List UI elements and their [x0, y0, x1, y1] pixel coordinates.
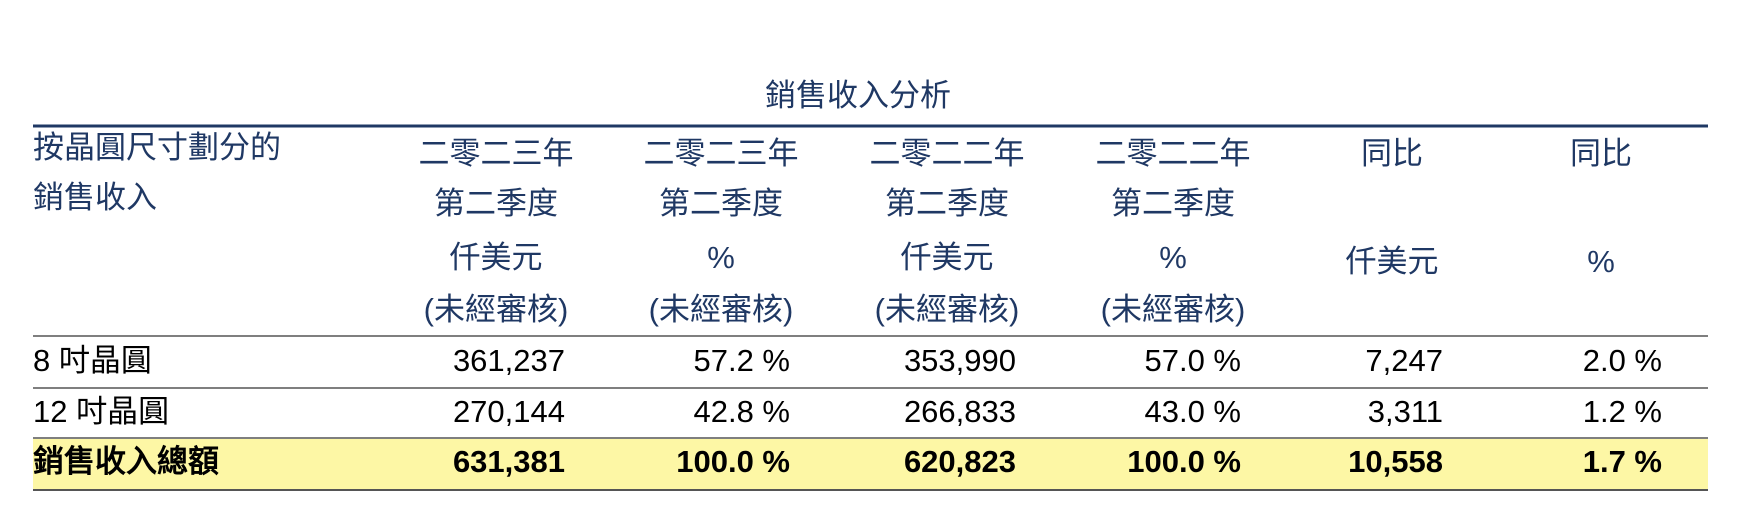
cell-value: 100.0 %	[676, 444, 790, 479]
header-label: (未經審核)	[875, 292, 1020, 327]
header-label: 第二季度	[434, 186, 558, 221]
header-label: (未經審核)	[424, 292, 569, 327]
total-row-highlight	[33, 439, 1708, 490]
cell-value: 631,381	[453, 444, 565, 479]
cell-value: 353,990	[904, 343, 1016, 378]
cell-value: 7,247	[1365, 343, 1443, 378]
cell-value: 1.7 %	[1583, 444, 1662, 479]
header-label: 二零二二年	[870, 136, 1025, 171]
header-label: 按晶圓尺寸劃分的	[33, 130, 281, 165]
cell-value: 361,237	[453, 343, 565, 378]
header-label: 第二季度	[659, 186, 783, 221]
header-label: 仟美元	[901, 240, 994, 275]
header-label: 二零二三年	[419, 136, 574, 171]
cell-value: 2.0 %	[1583, 343, 1662, 378]
header-label: 同比	[1570, 136, 1632, 171]
cell-value: 10,558	[1348, 444, 1443, 479]
header-label: %	[707, 240, 735, 275]
header-label: (未經審核)	[649, 292, 794, 327]
table-title: 銷售收入分析	[765, 78, 951, 113]
cell-value: 620,823	[904, 444, 1016, 479]
header-label: (未經審核)	[1101, 292, 1246, 327]
header-label: %	[1159, 240, 1187, 275]
header-label: %	[1587, 244, 1615, 279]
header-label: 二零二二年	[1096, 136, 1251, 171]
cell-value: 1.2 %	[1583, 394, 1662, 429]
cell-value: 270,144	[453, 394, 565, 429]
cell-value: 100.0 %	[1127, 444, 1241, 479]
header-label: 仟美元	[450, 240, 543, 275]
header-label: 同比	[1361, 136, 1423, 171]
cell-value: 43.0 %	[1144, 394, 1241, 429]
header-label: 銷售收入	[33, 180, 157, 215]
cell-value: 42.8 %	[693, 394, 790, 429]
row-label: 銷售收入總額	[33, 444, 219, 479]
header-label: 第二季度	[885, 186, 1009, 221]
header-label: 二零二三年	[644, 136, 799, 171]
cell-value: 266,833	[904, 394, 1016, 429]
cell-value: 57.2 %	[693, 343, 790, 378]
row-label: 8 吋晶圓	[33, 343, 152, 378]
header-label: 仟美元	[1346, 244, 1439, 279]
header-label: 第二季度	[1111, 186, 1235, 221]
cell-value: 3,311	[1368, 394, 1443, 429]
row-label: 12 吋晶圓	[33, 394, 169, 429]
cell-value: 57.0 %	[1144, 343, 1241, 378]
